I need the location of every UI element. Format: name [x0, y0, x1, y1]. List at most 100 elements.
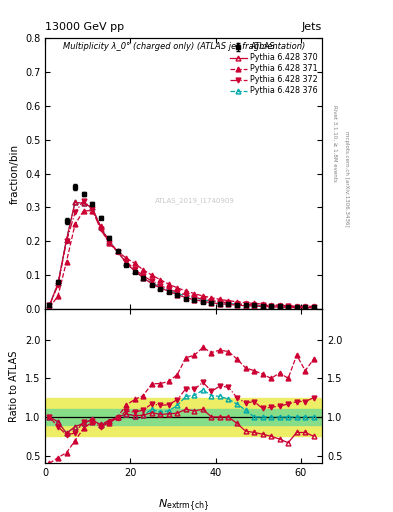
Pythia 6.428 372 [286, 304, 290, 310]
Pythia 6.428 371 [260, 301, 265, 307]
Pythia 6.428 370 [286, 305, 290, 311]
Pythia 6.428 370 [167, 288, 171, 294]
Pythia 6.428 371 [124, 255, 129, 261]
Pythia 6.428 372 [81, 198, 86, 204]
Line: Pythia 6.428 370: Pythia 6.428 370 [47, 200, 316, 310]
Text: 13000 GeV pp: 13000 GeV pp [45, 22, 124, 32]
Pythia 6.428 371 [132, 260, 137, 266]
Pythia 6.428 370 [149, 281, 154, 287]
Pythia 6.428 372 [132, 266, 137, 272]
Pythia 6.428 370 [115, 248, 120, 254]
Pythia 6.428 372 [73, 209, 77, 216]
Pythia 6.428 371 [200, 293, 205, 299]
Pythia 6.428 371 [252, 301, 256, 307]
Pythia 6.428 376 [209, 298, 214, 304]
Pythia 6.428 371 [226, 297, 231, 304]
Pythia 6.428 376 [81, 200, 86, 206]
Pythia 6.428 376 [294, 304, 299, 310]
Pythia 6.428 371 [149, 272, 154, 278]
Pythia 6.428 376 [47, 303, 52, 309]
Pythia 6.428 370 [303, 305, 308, 311]
Pythia 6.428 370 [175, 291, 180, 297]
Pythia 6.428 376 [124, 260, 129, 266]
Pythia 6.428 371 [98, 223, 103, 229]
Pythia 6.428 371 [64, 259, 69, 265]
Pythia 6.428 372 [64, 238, 69, 244]
Pythia 6.428 371 [243, 300, 248, 306]
Bar [45, 409, 322, 425]
Pythia 6.428 376 [73, 199, 77, 205]
Pythia 6.428 371 [90, 208, 94, 214]
Pythia 6.428 376 [311, 305, 316, 311]
Pythia 6.428 372 [218, 298, 222, 305]
Pythia 6.428 372 [252, 302, 256, 308]
Pythia 6.428 372 [260, 303, 265, 309]
Pythia 6.428 376 [252, 303, 256, 309]
Pythia 6.428 370 [56, 281, 61, 287]
Pythia 6.428 376 [286, 304, 290, 310]
Pythia 6.428 371 [218, 296, 222, 303]
Pythia 6.428 372 [158, 283, 163, 289]
Pythia 6.428 372 [209, 297, 214, 304]
Pythia 6.428 370 [158, 285, 163, 291]
Pythia 6.428 370 [235, 302, 239, 308]
Pythia 6.428 376 [167, 288, 171, 294]
Pythia 6.428 372 [184, 292, 188, 298]
Pythia 6.428 372 [47, 303, 52, 309]
Pythia 6.428 371 [56, 293, 61, 299]
Pythia 6.428 370 [209, 300, 214, 306]
Pythia 6.428 372 [192, 294, 197, 301]
Bar [45, 398, 322, 436]
Pythia 6.428 371 [81, 208, 86, 214]
Pythia 6.428 372 [149, 278, 154, 284]
Text: $N_{\mathrm{extrm\{ch\}}}$: $N_{\mathrm{extrm\{ch\}}}$ [158, 497, 209, 512]
Pythia 6.428 370 [107, 240, 112, 246]
Pythia 6.428 376 [218, 300, 222, 306]
Pythia 6.428 376 [243, 302, 248, 308]
Pythia 6.428 370 [260, 304, 265, 310]
Pythia 6.428 371 [73, 221, 77, 227]
Pythia 6.428 376 [149, 280, 154, 286]
Pythia 6.428 370 [73, 199, 77, 205]
Pythia 6.428 376 [132, 268, 137, 274]
Text: Jets: Jets [302, 22, 322, 32]
Pythia 6.428 376 [303, 304, 308, 310]
Pythia 6.428 370 [218, 301, 222, 307]
Pythia 6.428 376 [158, 284, 163, 290]
Pythia 6.428 370 [64, 237, 69, 243]
Pythia 6.428 376 [235, 301, 239, 307]
Pythia 6.428 370 [98, 224, 103, 230]
Pythia 6.428 370 [200, 298, 205, 305]
Y-axis label: Ratio to ATLAS: Ratio to ATLAS [9, 350, 19, 422]
Pythia 6.428 371 [294, 303, 299, 309]
Pythia 6.428 370 [132, 268, 137, 274]
Pythia 6.428 376 [200, 296, 205, 303]
Pythia 6.428 370 [294, 305, 299, 311]
Pythia 6.428 371 [192, 290, 197, 296]
Pythia 6.428 371 [141, 267, 145, 273]
Pythia 6.428 371 [277, 302, 282, 308]
Line: Pythia 6.428 372: Pythia 6.428 372 [47, 198, 316, 310]
Pythia 6.428 376 [175, 290, 180, 296]
Pythia 6.428 371 [209, 294, 214, 301]
Pythia 6.428 372 [167, 286, 171, 292]
Pythia 6.428 372 [303, 304, 308, 310]
Pythia 6.428 376 [277, 304, 282, 310]
Pythia 6.428 372 [269, 303, 274, 309]
Pythia 6.428 372 [175, 289, 180, 295]
Pythia 6.428 371 [303, 303, 308, 309]
Pythia 6.428 376 [141, 274, 145, 281]
Pythia 6.428 372 [98, 226, 103, 232]
Pythia 6.428 370 [81, 200, 86, 206]
Pythia 6.428 376 [184, 293, 188, 299]
Y-axis label: fraction/bin: fraction/bin [9, 143, 19, 204]
Pythia 6.428 376 [90, 204, 94, 210]
Pythia 6.428 371 [47, 305, 52, 311]
Pythia 6.428 370 [243, 303, 248, 309]
Pythia 6.428 371 [107, 238, 112, 244]
Pythia 6.428 371 [175, 285, 180, 291]
Pythia 6.428 371 [115, 248, 120, 254]
Legend: ATLAS, Pythia 6.428 370, Pythia 6.428 371, Pythia 6.428 372, Pythia 6.428 376: ATLAS, Pythia 6.428 370, Pythia 6.428 37… [228, 41, 320, 97]
Pythia 6.428 371 [286, 303, 290, 309]
Pythia 6.428 370 [226, 302, 231, 308]
